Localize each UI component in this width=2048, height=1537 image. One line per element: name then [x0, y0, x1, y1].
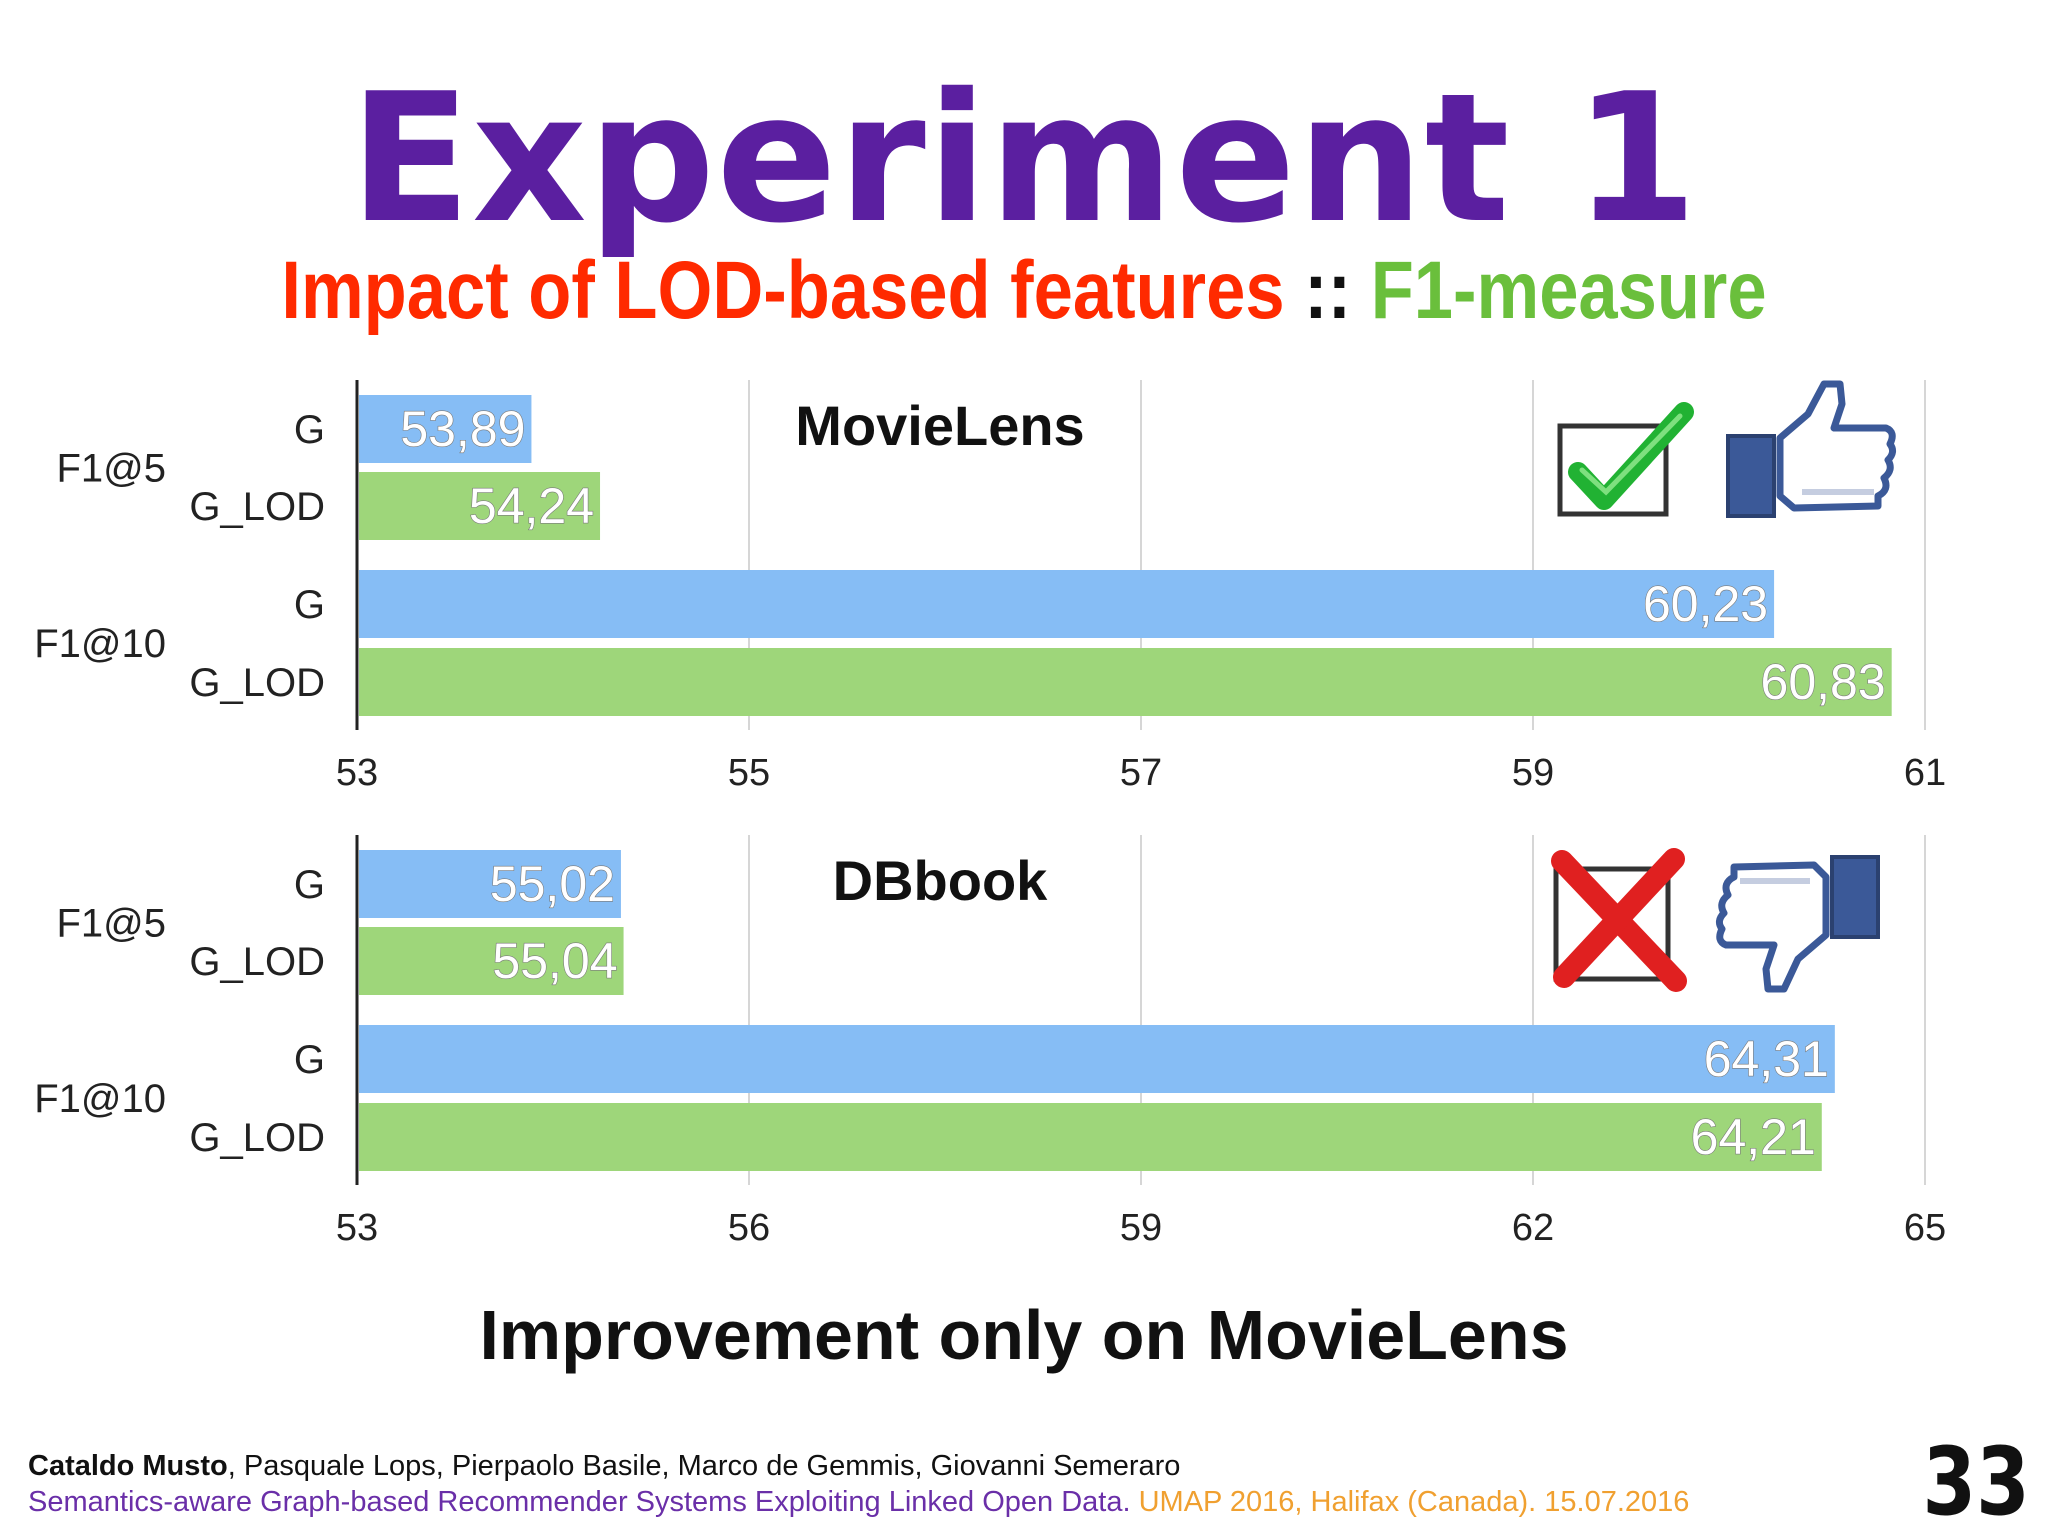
bar-g-lod: [359, 472, 601, 540]
venue-date: UMAP 2016, Halifax (Canada). 15.07.2016: [1130, 1486, 1690, 1518]
x-tick-label: 59: [1512, 752, 1554, 794]
chart-title: DBbook: [833, 849, 1049, 912]
data-label: 55,04: [492, 933, 617, 989]
data-label: 55,02: [490, 856, 615, 912]
thumbs-down-icon: [1714, 853, 1888, 993]
lead-author: Cataldo Musto: [28, 1450, 228, 1482]
bar-category-label: G_LOD: [189, 1116, 325, 1160]
x-tick-label: 61: [1904, 752, 1946, 794]
slide-title: Experiment 1: [349, 55, 1699, 262]
checkmark-icon: [1556, 400, 1696, 520]
x-tick-label: 56: [728, 1207, 770, 1249]
data-label: 64,21: [1691, 1109, 1816, 1165]
subtitle-separator: ::: [1284, 245, 1371, 336]
bar-g: [359, 1025, 1835, 1093]
page-number: 33: [1922, 1428, 2030, 1537]
bar-g-lod: [359, 648, 1892, 716]
bar-category-label: G: [294, 408, 325, 452]
x-tick-label: 55: [728, 752, 770, 794]
movielens-chart-svg: 53 55 57 59 61 53,89 G 54,24 G_LOD F1@5 60,23 G 60,8…: [34, 380, 1946, 794]
bar-category-label: G: [294, 583, 325, 627]
group-label: F1@5: [56, 902, 166, 946]
movielens-chart: 53 55 57 59 61 53,89 G 54,24 G_LOD F1@5 60,23 G 60,8…: [0, 380, 2048, 800]
x-tick-label: 65: [1904, 1207, 1946, 1249]
group-label: F1@10: [34, 622, 166, 666]
bar-category-label: G_LOD: [189, 661, 325, 705]
co-authors: , Pasquale Lops, Pierpaolo Basile, Marco…: [227, 1450, 1181, 1482]
group-label: F1@5: [56, 447, 166, 491]
bar-category-label: G: [294, 1038, 325, 1082]
data-label: 60,83: [1761, 654, 1886, 710]
subtitle-topic: Impact of LOD-based features: [281, 245, 1285, 336]
subtitle-metric: F1-measure: [1370, 245, 1767, 336]
x-tick-label: 62: [1512, 1207, 1554, 1249]
group-label: F1@10: [34, 1077, 166, 1121]
bar-g: [359, 395, 532, 463]
bar-category-label: G: [294, 863, 325, 907]
thumbs-up-icon: [1724, 380, 1898, 520]
conclusion-text: Improvement only on MovieLens: [479, 1296, 1569, 1374]
bar-category-label: G_LOD: [189, 940, 325, 984]
x-tick-label: 53: [336, 1207, 378, 1249]
slide-subtitle: Impact of LOD-based features :: F1-measu…: [143, 250, 1904, 332]
data-label: 54,24: [469, 478, 594, 534]
data-label: 64,31: [1704, 1031, 1829, 1087]
bar-g-lod: [359, 1103, 1822, 1171]
bar-g: [359, 850, 621, 918]
dbbook-chart: 53 56 59 62 65 55,02 G 55,04 G_LOD F1@5 64,31 G 64,2…: [0, 835, 2048, 1255]
x-tick-label: 59: [1120, 1207, 1162, 1249]
bar-g-lod: [359, 927, 624, 995]
bar-category-label: G_LOD: [189, 485, 325, 529]
footer-citation: Semantics-aware Graph-based Recommender …: [28, 1488, 1689, 1517]
bar-g: [359, 570, 1775, 638]
x-tick-label: 57: [1120, 752, 1162, 794]
chart-title: MovieLens: [795, 394, 1084, 457]
footer-authors: Cataldo Musto, Pasquale Lops, Pierpaolo …: [28, 1452, 1180, 1481]
dbbook-chart-svg: 53 56 59 62 65 55,02 G 55,04 G_LOD F1@5 64,31 G 64,2…: [34, 835, 1946, 1249]
data-label: 60,23: [1643, 576, 1768, 632]
data-label: 53,89: [400, 401, 525, 457]
cross-icon: [1548, 848, 1688, 992]
x-tick-label: 53: [336, 752, 378, 794]
paper-title: Semantics-aware Graph-based Recommender …: [28, 1486, 1131, 1518]
